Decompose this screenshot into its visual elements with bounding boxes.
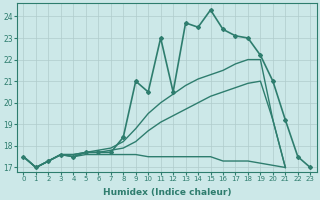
X-axis label: Humidex (Indice chaleur): Humidex (Indice chaleur) <box>103 188 231 197</box>
